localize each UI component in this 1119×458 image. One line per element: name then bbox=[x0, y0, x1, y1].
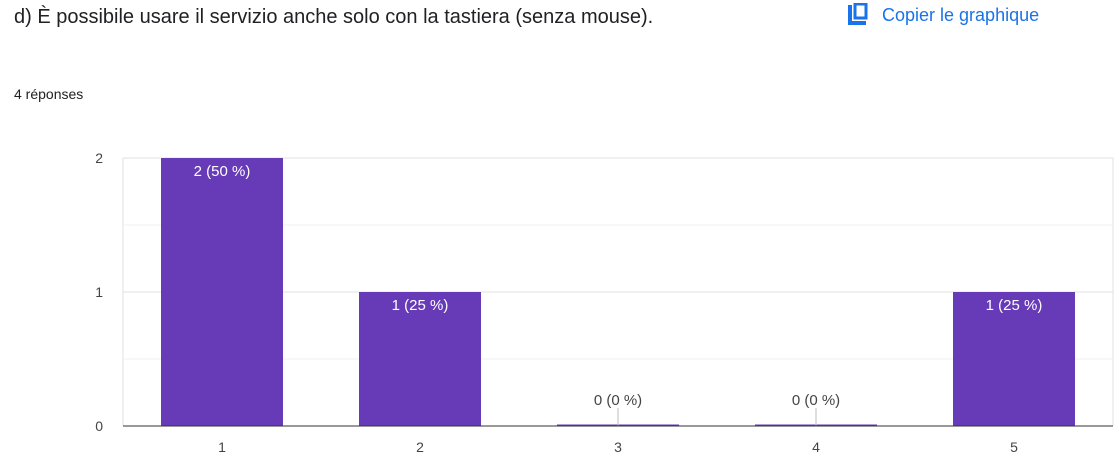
bar-data-label: 0 (0 %) bbox=[792, 392, 840, 409]
bar bbox=[359, 292, 481, 426]
x-tick-label: 3 bbox=[614, 439, 622, 455]
bar-data-label: 1 (25 %) bbox=[986, 297, 1043, 314]
copy-icon bbox=[846, 3, 868, 27]
x-tick-label: 2 bbox=[416, 439, 424, 455]
response-count: 4 réponses bbox=[14, 86, 84, 102]
bar bbox=[953, 292, 1075, 426]
copy-chart-label: Copier le graphique bbox=[882, 4, 1040, 25]
y-tick-label: 2 bbox=[95, 150, 103, 166]
bar bbox=[161, 158, 283, 426]
y-tick-label: 1 bbox=[95, 284, 103, 300]
x-tick-label: 5 bbox=[1010, 439, 1018, 455]
bar-data-label: 2 (50 %) bbox=[194, 163, 251, 180]
x-tick-label: 4 bbox=[812, 439, 820, 455]
copy-chart-button[interactable]: Copier le graphique bbox=[846, 0, 1039, 30]
y-tick-label: 0 bbox=[95, 418, 103, 434]
bar-data-label: 0 (0 %) bbox=[594, 392, 642, 409]
bar-data-label: 1 (25 %) bbox=[392, 297, 449, 314]
x-tick-label: 1 bbox=[218, 439, 226, 455]
question-title: d) È possibile usare il servizio anche s… bbox=[14, 6, 654, 28]
